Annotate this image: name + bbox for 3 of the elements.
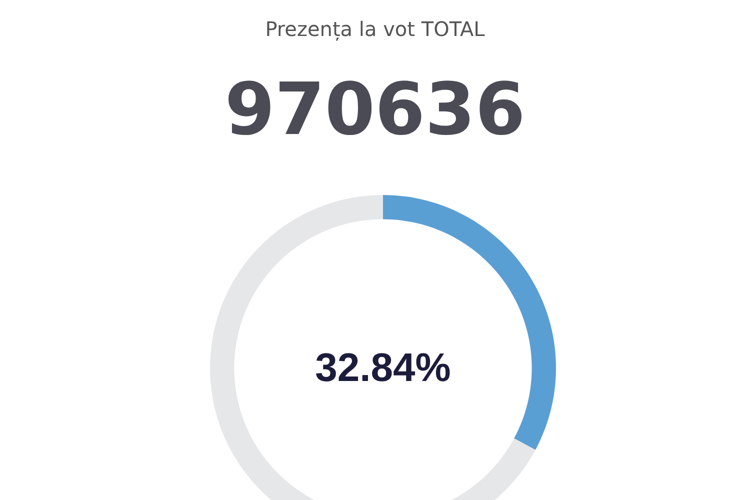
chart-subtitle: 970636 xyxy=(224,67,526,151)
data-label: 32.84% xyxy=(315,346,451,390)
chart-title: Prezența la vot TOTAL xyxy=(265,17,486,41)
